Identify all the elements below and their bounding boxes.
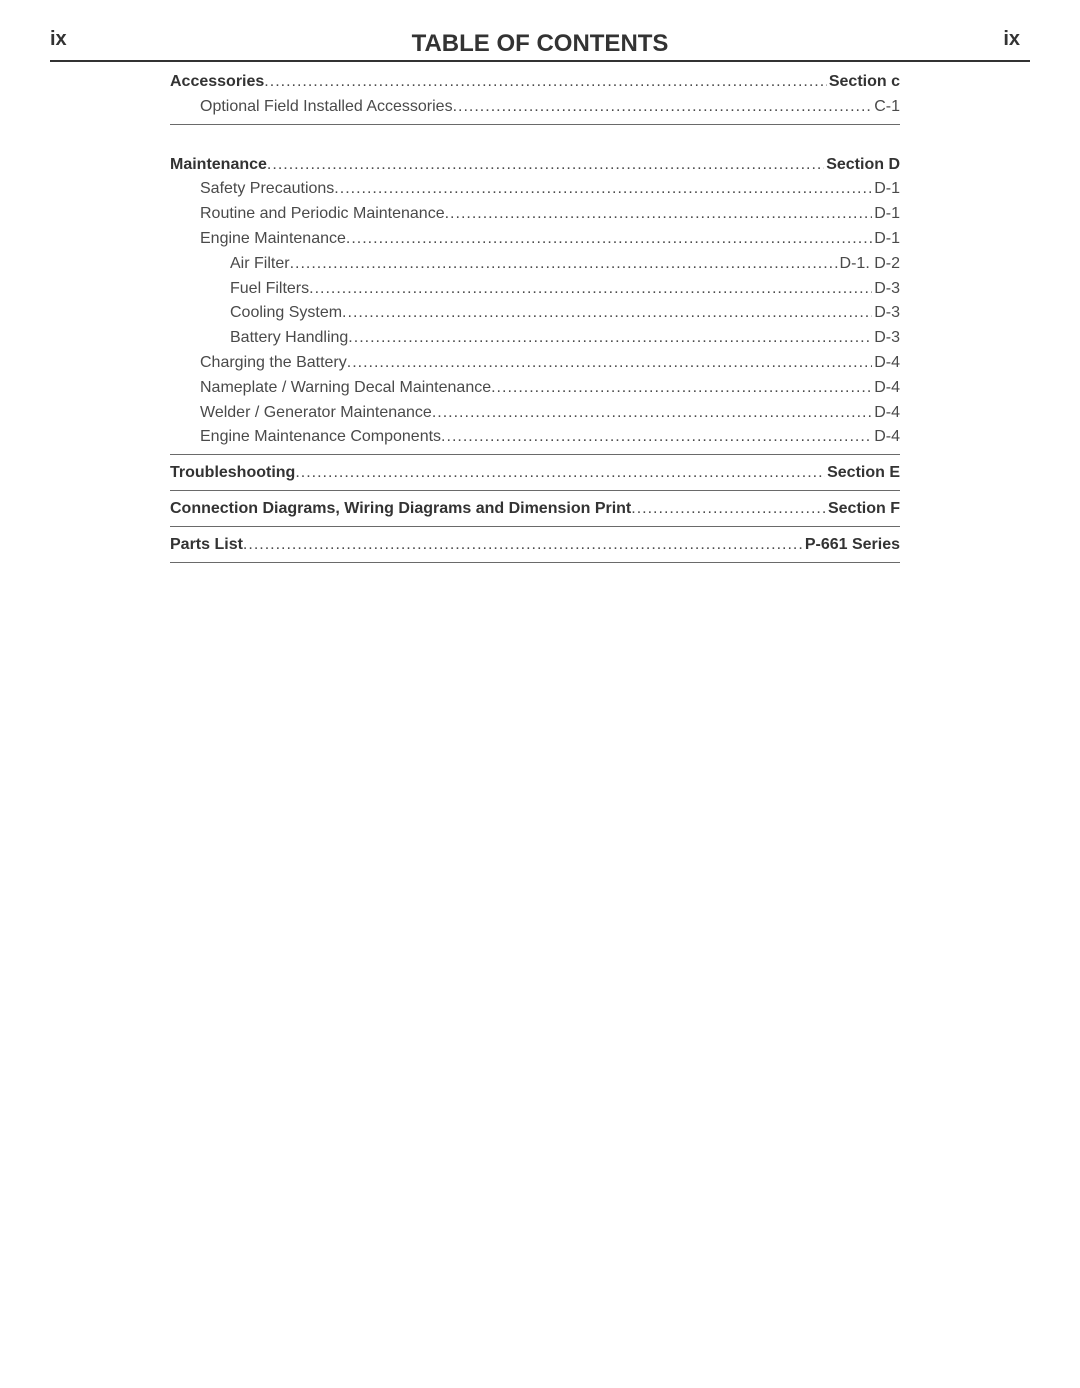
toc-leader-dots: ........................................… [346,227,872,252]
toc-leader-dots: ........................................… [631,497,826,522]
toc-section-heading: Maintenance.............................… [170,153,900,178]
toc-leader-dots: ........................................… [441,425,872,450]
toc-leader-dots: ........................................… [290,252,838,277]
toc-item: Cooling System..........................… [170,301,900,326]
section-spacer [170,131,900,153]
section-rule [170,124,900,125]
toc-leader-dots: ........................................… [491,376,872,401]
toc-leader-dots: ........................................… [334,177,872,202]
toc-label: Troubleshooting [170,461,295,486]
page-number-left: ix [50,28,67,51]
toc-label: Safety Precautions [200,177,334,202]
toc-leader-dots: ........................................… [432,401,872,426]
toc-label: Connection Diagrams, Wiring Diagrams and… [170,497,631,522]
toc-item: Air Filter..............................… [170,252,900,277]
page-number-right: ix [1003,28,1020,51]
section-rule [170,490,900,491]
toc-leader-dots: ........................................… [243,533,803,558]
toc-page: D-4 [872,425,900,450]
toc-label: Nameplate / Warning Decal Maintenance [200,376,491,401]
toc-item: Nameplate / Warning Decal Maintenance...… [170,376,900,401]
toc-label: Parts List [170,533,243,558]
toc-item: Engine Maintenance Components...........… [170,425,900,450]
toc-item: Safety Precautions......................… [170,177,900,202]
toc-label: Engine Maintenance Components [200,425,441,450]
toc-content: Accessories.............................… [170,70,900,563]
toc-label: Air Filter [230,252,290,277]
toc-item: Battery Handling........................… [170,326,900,351]
toc-item: Charging the Battery....................… [170,351,900,376]
section-rule [170,526,900,527]
toc-item: Engine Maintenance......................… [170,227,900,252]
toc-label: Routine and Periodic Maintenance [200,202,445,227]
toc-page: D-1 [872,227,900,252]
section-rule [170,562,900,563]
toc-leader-dots: ........................................… [342,301,872,326]
toc-leader-dots: ........................................… [453,95,873,120]
toc-section-heading: Connection Diagrams, Wiring Diagrams and… [170,497,900,522]
toc-item: Welder / Generator Maintenance..........… [170,401,900,426]
toc-section-heading: Parts List..............................… [170,533,900,558]
toc-section-heading: Troubleshooting.........................… [170,461,900,486]
toc-page: D-1 [872,202,900,227]
toc-leader-dots: ........................................… [445,202,873,227]
toc-page: Section D [824,153,900,178]
toc-label: Welder / Generator Maintenance [200,401,432,426]
toc-label: Battery Handling [230,326,348,351]
toc-label: Accessories [170,70,264,95]
page-title: TABLE OF CONTENTS [50,30,1030,58]
title-rule [50,60,1030,62]
toc-page: D-4 [872,376,900,401]
toc-label: Fuel Filters [230,277,309,302]
toc-leader-dots: ........................................… [347,351,872,376]
toc-label: Cooling System [230,301,342,326]
toc-leader-dots: ........................................… [267,153,824,178]
toc-page: D-4 [872,401,900,426]
section-rule [170,454,900,455]
toc-item: Routine and Periodic Maintenance........… [170,202,900,227]
toc-page: D-3 [872,277,900,302]
toc-page: D-1. D-2 [838,252,900,277]
toc-page: C-1 [872,95,900,120]
toc-leader-dots: ........................................… [264,70,827,95]
toc-page: D-3 [872,326,900,351]
toc-page: D-1 [872,177,900,202]
toc-leader-dots: ........................................… [348,326,872,351]
toc-page: Section c [827,70,900,95]
toc-page: D-4 [872,351,900,376]
toc-label: Maintenance [170,153,267,178]
toc-page: P-661 Series [803,533,900,558]
toc-leader-dots: ........................................… [309,277,872,302]
toc-item: Fuel Filters............................… [170,277,900,302]
toc-label: Charging the Battery [200,351,347,376]
toc-page: D-3 [872,301,900,326]
toc-section-heading: Accessories.............................… [170,70,900,95]
toc-item: Optional Field Installed Accessories....… [170,95,900,120]
toc-label: Engine Maintenance [200,227,346,252]
toc-leader-dots: ........................................… [295,461,825,486]
toc-page: Section E [825,461,900,486]
toc-label: Optional Field Installed Accessories [200,95,453,120]
toc-page: Section F [826,497,900,522]
